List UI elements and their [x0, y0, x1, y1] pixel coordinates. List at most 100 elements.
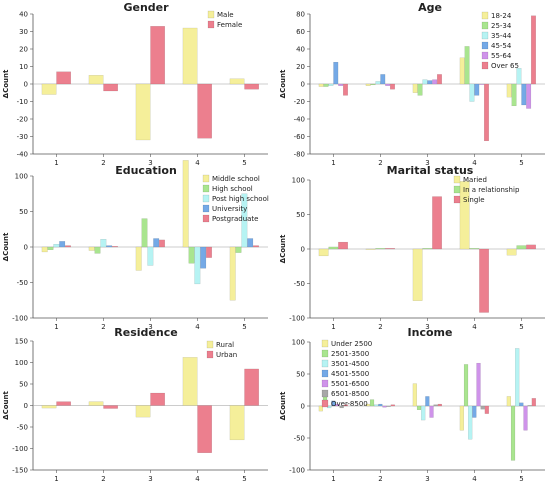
- y-tick-label: -100: [12, 315, 28, 323]
- y-tick-label: -100: [12, 445, 28, 453]
- x-tick-label: 1: [54, 323, 58, 331]
- y-tick-label: 100: [15, 173, 28, 181]
- bar-2501-3500-3: [416, 405, 422, 410]
- legend-swatch: [321, 339, 329, 348]
- x-tick-label: 5: [519, 475, 523, 483]
- x-tick-label: 2: [101, 323, 105, 331]
- legend: Under 2500 2501-3500 3501-4500 4501-5500 550…: [321, 339, 372, 408]
- bar-18-24-2: [365, 83, 371, 86]
- y-tick-label: -50: [17, 424, 28, 432]
- legend-swatch: [321, 389, 329, 398]
- bar-male-3: [135, 83, 151, 141]
- y-tick-label: 10: [19, 63, 28, 71]
- legend-label: 18-24: [491, 12, 512, 20]
- y-tick-label: 0: [301, 403, 305, 411]
- x-tick-label: 5: [242, 159, 246, 167]
- y-tick-label: 40: [296, 46, 305, 54]
- legend: Male Female: [207, 10, 242, 29]
- bar-postgraduate-5: [253, 245, 259, 248]
- bar-university-5: [247, 238, 254, 248]
- x-tick-label: 5: [242, 323, 246, 331]
- legend-swatch: [453, 195, 461, 204]
- legend-swatch: [453, 185, 461, 194]
- x-tick-label: 2: [378, 323, 382, 331]
- bar-5501-6500-2: [382, 405, 387, 408]
- legend-label: Post high school: [212, 195, 269, 203]
- bar-3501-4500-5: [515, 348, 520, 407]
- legend-label: Over-8500: [331, 400, 368, 408]
- legend-label: 3501-4500: [331, 360, 369, 368]
- bar-single-5: [526, 244, 536, 250]
- legend-swatch: [481, 31, 489, 40]
- bar-urban-2: [103, 405, 118, 409]
- y-tick-label: 50: [19, 381, 28, 389]
- x-tick-label: 3: [425, 159, 429, 167]
- bar-5501-6500-1: [335, 403, 340, 407]
- bar-single-1: [338, 241, 348, 250]
- bar-6501-8500-4: [480, 405, 485, 410]
- y-tick-label: -50: [17, 279, 28, 287]
- legend-swatch: [202, 194, 210, 203]
- bar-over-8500-3: [437, 403, 442, 407]
- x-tick-label: 5: [519, 323, 523, 331]
- x-tick-label: 4: [472, 323, 477, 331]
- y-tick-label: 0: [24, 402, 28, 410]
- bar-high-school-1: [47, 246, 54, 250]
- bar-4501-5500-3: [425, 396, 430, 407]
- bar-2501-3500-5: [510, 405, 516, 461]
- bar-female-5: [244, 83, 259, 90]
- legend-label: High school: [212, 185, 253, 193]
- bar-high-school-3: [141, 218, 148, 248]
- chart-panel-3: Education ΔCount -100 -50 0 50 100 1 2 3 4 5 Middle …: [2, 160, 269, 331]
- bar-35-44-4: [469, 83, 475, 102]
- bar-over-8500-5: [531, 398, 536, 407]
- bar-single-2: [385, 248, 395, 250]
- chart-title: Age: [418, 1, 442, 14]
- bar-postgraduate-2: [112, 246, 118, 248]
- legend-label: 35-44: [491, 32, 512, 40]
- bar-university-2: [106, 245, 113, 248]
- legend-swatch: [207, 10, 215, 19]
- y-tick-label: -60: [294, 133, 305, 141]
- bar-under-2500-5: [506, 396, 511, 407]
- bar-25-34-3: [417, 83, 423, 96]
- legend-swatch: [202, 184, 210, 193]
- y-axis-label: ΔCount: [2, 69, 10, 98]
- bar-45-54-5: [521, 83, 527, 106]
- bar-rural-2: [88, 401, 104, 406]
- bar-5501-6500-3: [429, 405, 434, 418]
- bar-male-1: [41, 83, 57, 95]
- legend-swatch: [321, 369, 329, 378]
- bar-post-high-school-1: [53, 244, 60, 248]
- legend-swatch: [321, 359, 329, 368]
- y-tick-label: -100: [289, 315, 305, 323]
- y-tick-label: 40: [19, 11, 28, 19]
- x-tick-label: 1: [331, 159, 335, 167]
- legend-swatch: [481, 21, 489, 30]
- legend-label: Urban: [216, 351, 237, 359]
- y-tick-label: -150: [12, 467, 28, 475]
- bar-urban-3: [150, 392, 165, 406]
- legend-swatch: [321, 349, 329, 358]
- legend-swatch: [206, 350, 214, 359]
- legend-swatch: [481, 11, 489, 20]
- y-tick-label: 30: [19, 28, 28, 36]
- bar-2501-3500-4: [463, 364, 469, 407]
- bar-45-54-4: [474, 83, 480, 96]
- bar-over-65-5: [531, 15, 536, 85]
- legend-swatch: [202, 204, 210, 213]
- bar-over-65-2: [390, 83, 395, 90]
- y-tick-label: -10: [17, 98, 28, 106]
- chart-panel-4: Marital status ΔCount -100 -50 0 50 100 1 2 3 4 5 Ma…: [279, 164, 545, 331]
- x-tick-label: 1: [54, 475, 58, 483]
- x-tick-label: 5: [242, 475, 246, 483]
- bar-55-64-1: [338, 83, 344, 86]
- x-tick-label: 3: [148, 323, 152, 331]
- bar-35-44-2: [375, 81, 381, 85]
- x-tick-label: 4: [472, 159, 477, 167]
- bar-5501-6500-4: [476, 362, 481, 407]
- bar-maried-2: [365, 248, 376, 250]
- x-tick-label: 5: [519, 159, 523, 167]
- bar-middle-school-3: [135, 246, 142, 271]
- legend-label: 2501-3500: [331, 350, 369, 358]
